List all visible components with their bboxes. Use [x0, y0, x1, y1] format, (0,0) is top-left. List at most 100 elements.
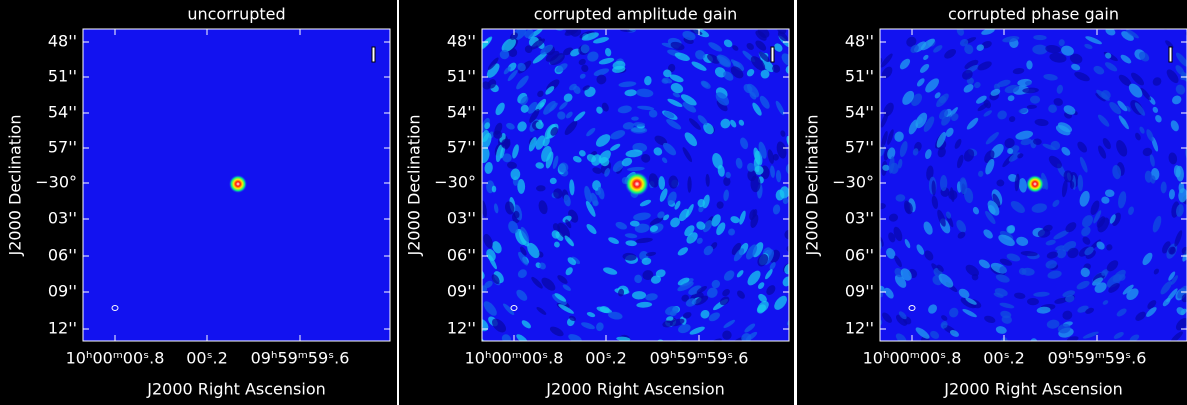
- y-axis-label: J2000 Declination: [803, 115, 822, 257]
- x-tick-label: 00ˢ.2: [186, 349, 228, 368]
- speckle: [637, 105, 655, 111]
- speckle: [585, 200, 596, 217]
- speckle: [1046, 319, 1060, 329]
- speckle: [557, 275, 568, 284]
- speckle: [956, 154, 964, 169]
- speckle: [915, 327, 930, 339]
- speckle: [1126, 29, 1139, 39]
- speckle: [700, 309, 710, 319]
- speckle: [755, 40, 767, 51]
- beam: [510, 305, 518, 311]
- speckle: [649, 216, 664, 226]
- speckle: [668, 175, 679, 189]
- speckle: [926, 165, 934, 181]
- speckle: [604, 47, 612, 57]
- speckle: [1026, 60, 1033, 70]
- speckle: [581, 32, 599, 41]
- speckle: [682, 102, 697, 113]
- speckle: [616, 336, 631, 341]
- speckle: [752, 209, 758, 217]
- speckle: [931, 180, 936, 196]
- speckle: [677, 247, 689, 256]
- speckle: [957, 231, 966, 239]
- speckle: [1065, 222, 1077, 233]
- speckle: [578, 150, 586, 157]
- speckle: [972, 206, 980, 215]
- speckle: [628, 29, 636, 32]
- speckle: [486, 249, 496, 261]
- speckle: [962, 309, 977, 318]
- x-tick-label: 09ʰ59ᵐ59ˢ.6: [650, 349, 749, 368]
- speckle: [648, 173, 659, 188]
- speckle: [697, 115, 708, 125]
- speckle: [765, 269, 773, 280]
- speckle: [1097, 217, 1110, 233]
- speckle: [510, 168, 521, 181]
- speckle: [573, 111, 586, 122]
- speckle: [1102, 137, 1111, 150]
- speckle: [684, 132, 698, 147]
- speckle: [1155, 114, 1162, 123]
- speckle: [1118, 191, 1127, 209]
- speckle: [719, 296, 730, 306]
- speckle: [1102, 300, 1109, 305]
- speckle: [517, 178, 526, 194]
- speckle: [642, 270, 654, 281]
- speckle: [888, 156, 895, 174]
- speckle: [1152, 215, 1162, 233]
- speckle: [570, 48, 581, 57]
- source: [229, 175, 247, 193]
- speckle: [581, 64, 589, 73]
- speckle: [757, 254, 769, 267]
- speckle: [662, 320, 674, 328]
- speckle: [1170, 275, 1179, 285]
- beam: [908, 305, 916, 311]
- speckle: [983, 229, 993, 239]
- speckle: [1058, 39, 1065, 47]
- y-tick-label: 09'': [48, 282, 77, 301]
- speckle: [895, 194, 906, 202]
- speckle: [678, 324, 691, 334]
- speckle: [603, 267, 618, 275]
- panel-title: corrupted amplitude gain: [534, 5, 738, 24]
- speckle: [981, 41, 992, 49]
- beam: [111, 305, 119, 311]
- speckle: [1146, 129, 1154, 142]
- speckle: [586, 312, 596, 318]
- speckle: [985, 158, 995, 175]
- speckle: [737, 290, 745, 299]
- speckle: [1105, 29, 1116, 36]
- speckle: [487, 57, 499, 70]
- speckle: [963, 149, 975, 162]
- speckle: [899, 141, 908, 158]
- speckle: [532, 51, 548, 64]
- speckle: [1168, 246, 1176, 255]
- speckle: [899, 58, 911, 70]
- speckle: [880, 112, 889, 128]
- speckle: [545, 151, 554, 169]
- speckle: [978, 259, 990, 269]
- source: [1026, 175, 1044, 193]
- speckle: [749, 91, 757, 100]
- speckle: [924, 149, 932, 160]
- speckle: [1037, 229, 1051, 238]
- speckle: [1085, 307, 1095, 314]
- speckle: [954, 138, 962, 149]
- speckle: [635, 237, 653, 244]
- speckle: [579, 73, 586, 79]
- speckle: [1120, 54, 1132, 64]
- speckle: [746, 83, 760, 98]
- speckle: [945, 127, 954, 137]
- speckle: [880, 53, 893, 68]
- speckle: [1054, 297, 1068, 304]
- speckle: [624, 233, 638, 239]
- y-tick-label: 57'': [447, 138, 476, 157]
- speckle: [964, 44, 974, 55]
- speckle: [1055, 245, 1065, 251]
- speckle: [495, 144, 503, 163]
- speckle: [698, 205, 704, 213]
- y-tick-label: 06'': [845, 246, 874, 265]
- speckle: [672, 92, 681, 98]
- speckle: [997, 110, 1007, 120]
